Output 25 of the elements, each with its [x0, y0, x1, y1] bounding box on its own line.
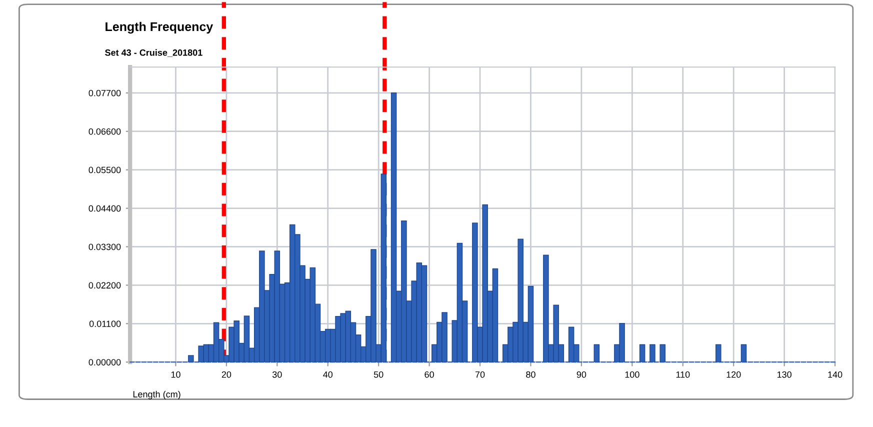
x-tick-label: 80 — [526, 371, 536, 378]
x-tick-label: 10 — [171, 371, 180, 378]
chart-title: Length Frequency — [106, 22, 214, 34]
x-tick-label: 120 — [726, 371, 741, 378]
x-tick-label: 140 — [828, 371, 842, 378]
x-tick-label: 100 — [625, 371, 640, 378]
x-tick-label: 40 — [323, 371, 333, 378]
y-tick-label: 0.03300 — [88, 244, 121, 250]
y-tick-label: 0.01100 — [89, 320, 121, 327]
y-tick-label: 0.02200 — [88, 282, 121, 289]
x-tick-label: 20 — [222, 371, 232, 378]
x-tick-label: 50 — [374, 371, 384, 378]
y-tick-label: 0.05500 — [88, 166, 121, 174]
x-axis-title: Length (cm) — [133, 390, 180, 400]
x-tick-label: 110 — [676, 371, 690, 378]
x-tick-label: 90 — [576, 371, 586, 378]
y-tick-label: 0.07700 — [88, 90, 121, 96]
y-tick-label: 0.06600 — [88, 128, 121, 135]
x-tick-label: 60 — [424, 371, 434, 378]
x-tick-label: 30 — [272, 371, 282, 378]
x-tick-label: 130 — [777, 371, 792, 378]
y-tick-label: 0.04400 — [88, 205, 121, 212]
y-tick-label: 0.00000 — [88, 359, 121, 366]
x-tick-label: 70 — [475, 371, 485, 378]
chart-subtitle: Set 43 - Cruise_201801 — [105, 49, 202, 57]
